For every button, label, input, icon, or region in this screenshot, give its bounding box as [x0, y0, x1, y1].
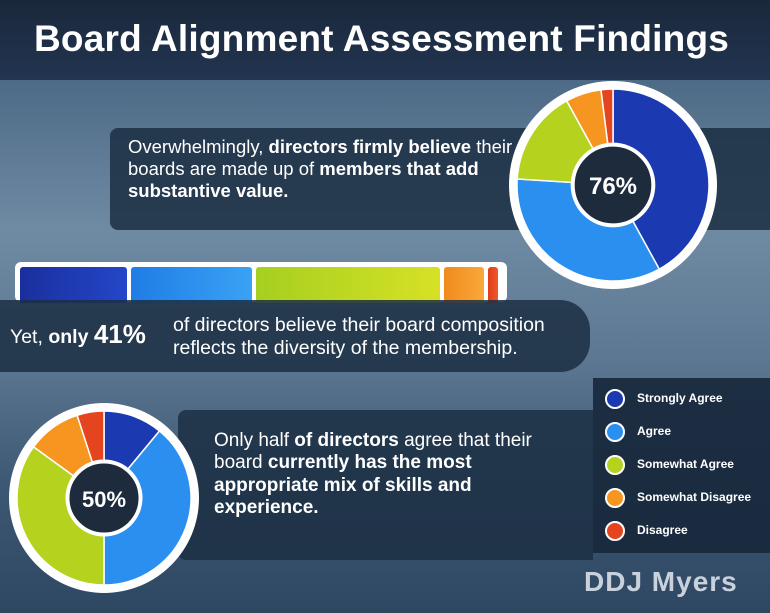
donut-bottom-center-label: 50%: [82, 487, 126, 512]
finding-middle-only: only: [48, 326, 94, 348]
finding-top-text-2: their boards are made up of: [128, 136, 513, 179]
legend-swatch-somewhat-agree: [605, 455, 625, 475]
finding-middle-lead: Yet, only 41%: [10, 319, 146, 350]
finding-middle-rest: of directors believe their board composi…: [173, 314, 545, 360]
finding-bottom-bold-2: currently has the most appropriate mix o…: [214, 452, 472, 519]
finding-top-text-1: Overwhelmingly,: [128, 136, 269, 157]
legend-swatch-strongly-agree: [605, 389, 625, 409]
donut-chart-top: 76%: [509, 81, 717, 289]
finding-bottom-text-2: agree that their board: [214, 430, 532, 474]
finding-top-bold-1: directors firmly believe: [268, 136, 472, 157]
legend-label-somewhat-agree: Somewhat Agree: [637, 457, 734, 471]
legend-label-somewhat-disagree: Somewhat Disagree: [637, 490, 752, 504]
finding-bottom-bold-1: of directors: [288, 430, 399, 451]
donut-top-center-label: 76%: [589, 173, 637, 200]
bar-segment-somewhat-agree: [256, 267, 441, 303]
finding-bottom-text: Only half of directors agree that their …: [214, 430, 574, 520]
legend-swatch-disagree: [605, 521, 625, 541]
finding-top-text: Overwhelmingly, directors firmly believe…: [128, 136, 518, 201]
finding-panel-bottom: [178, 410, 593, 560]
bar-segment-disagree: [487, 267, 498, 303]
donut-bottom-center: [65, 459, 143, 537]
legend-label-disagree: Disagree: [637, 523, 688, 537]
legend-swatch-somewhat-disagree: [605, 488, 625, 508]
finding-bottom-text-1: Only half: [214, 430, 289, 451]
donut-chart-bottom: 50%: [9, 403, 199, 593]
header-bar: Board Alignment Assessment Findings: [0, 0, 770, 80]
page-title: Board Alignment Assessment Findings: [34, 18, 730, 59]
finding-middle-percent: 41%: [93, 319, 146, 349]
legend-swatch-agree: [605, 422, 625, 442]
bar-segment-agree: [130, 267, 253, 303]
finding-top-bold-2: members that add substantive value.: [128, 157, 479, 201]
bar-segment-strongly-agree: [20, 267, 127, 303]
finding-middle-yet: Yet,: [10, 326, 49, 348]
legend-label-strongly-agree: Strongly Agree: [637, 391, 723, 405]
legend-label-agree: Agree: [637, 424, 672, 438]
donut-top-center: [570, 142, 656, 228]
finding-panel-middle: [0, 300, 590, 372]
bar-segment-somewhat-disagree: [444, 267, 484, 303]
stacked-bar-chart: [15, 262, 507, 303]
company-logo: DDJ Myers: [584, 566, 738, 597]
